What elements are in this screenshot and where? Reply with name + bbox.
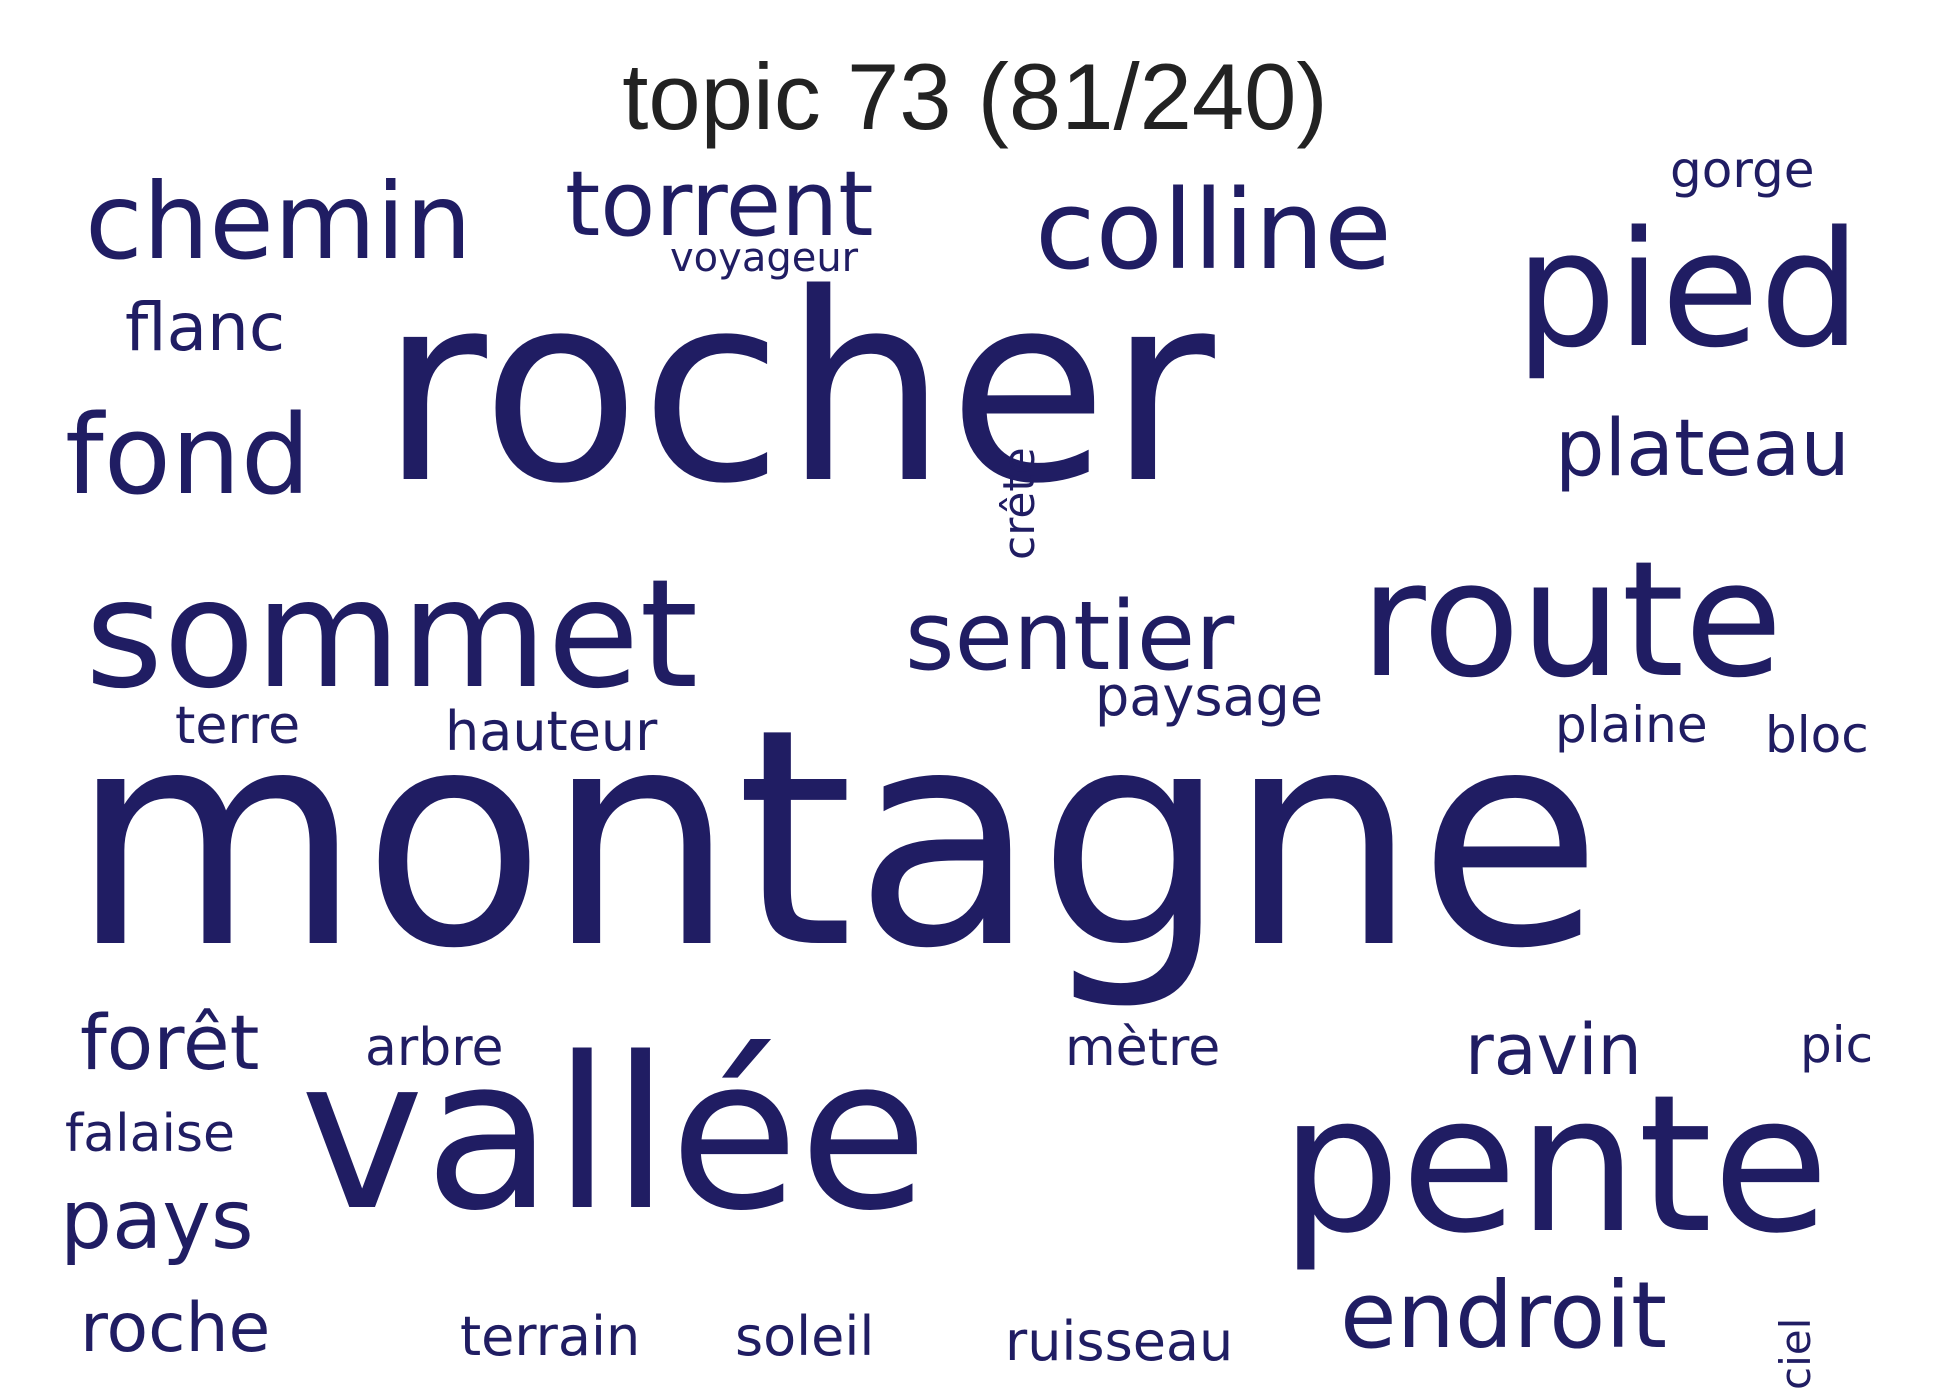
- word-torrent: torrent: [565, 152, 874, 257]
- word-roche: roche: [80, 1289, 271, 1368]
- word-pied: pied: [1515, 196, 1862, 383]
- word-metre: mètre: [1065, 1018, 1221, 1078]
- word-colline: colline: [1035, 166, 1392, 294]
- word-vallee: vallée: [300, 1012, 929, 1257]
- word-pays: pays: [60, 1173, 254, 1268]
- word-terre: terre: [175, 696, 301, 756]
- word-ciel: ciel: [1771, 1317, 1820, 1390]
- word-endroit: endroit: [1340, 1262, 1668, 1369]
- word-plaine: plaine: [1555, 696, 1708, 754]
- word-sentier: sentier: [905, 582, 1235, 692]
- word-ravin: ravin: [1465, 1009, 1642, 1091]
- word-pic: pic: [1800, 1016, 1874, 1074]
- word-bloc: bloc: [1765, 706, 1869, 764]
- word-route: route: [1360, 526, 1783, 713]
- word-chemin: chemin: [85, 161, 472, 283]
- word-plateau: plateau: [1555, 404, 1850, 494]
- word-hauteur: hauteur: [445, 700, 658, 763]
- word-paysage: paysage: [1095, 665, 1324, 728]
- word-flanc: flanc: [125, 289, 286, 366]
- cloud-title: topic 73 (81/240): [622, 44, 1328, 149]
- word-voyageur: voyageur: [670, 235, 859, 281]
- word-crete: crête: [994, 447, 1045, 560]
- word-ruisseau: ruisseau: [1005, 1310, 1234, 1373]
- word-arbre: arbre: [365, 1018, 504, 1078]
- word-terrain: terrain: [460, 1305, 641, 1368]
- word-gorge: gorge: [1670, 141, 1815, 199]
- word-foret: forêt: [80, 998, 260, 1087]
- word-fond: fond: [65, 391, 311, 519]
- word-soleil: soleil: [735, 1305, 875, 1368]
- word-rocher: rocher: [380, 239, 1215, 541]
- word-montagne: montagne: [70, 665, 1603, 1014]
- word-falaise: falaise: [65, 1104, 236, 1164]
- word-pente: pente: [1280, 1054, 1830, 1275]
- word-sommet: sommet: [85, 548, 699, 722]
